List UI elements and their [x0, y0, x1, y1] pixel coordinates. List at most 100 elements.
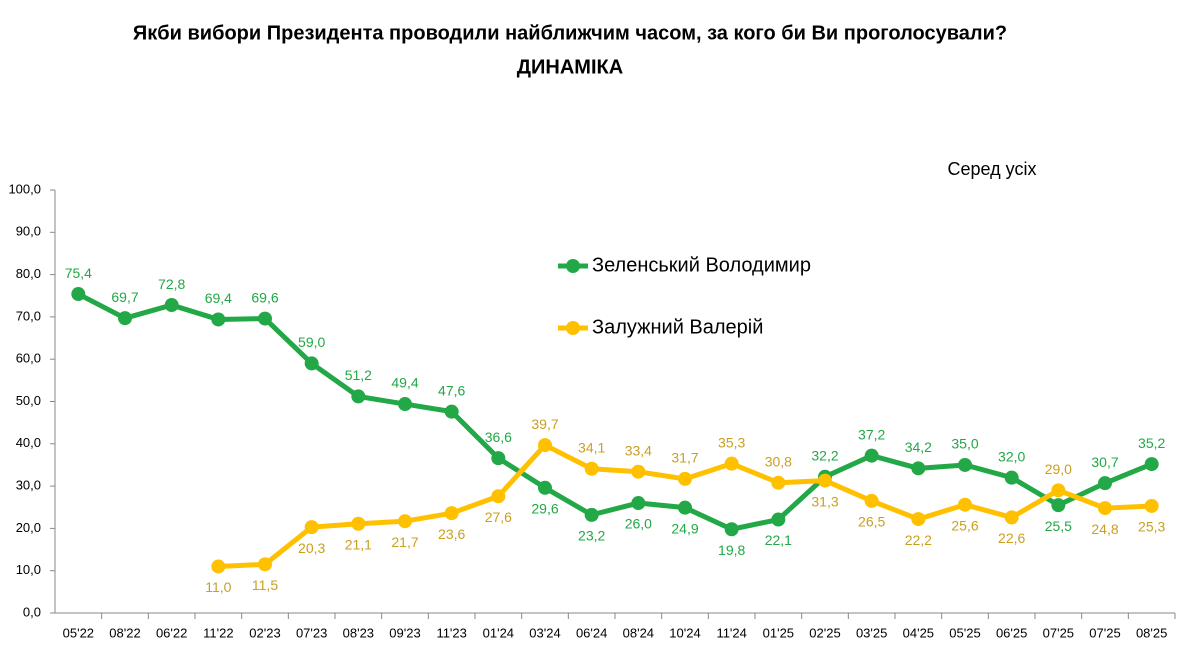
point	[631, 464, 646, 479]
point	[818, 473, 832, 488]
point	[211, 559, 226, 574]
value-label: 59,0	[298, 334, 325, 350]
x-tick-label: 05'25	[949, 625, 980, 640]
value-label: 31,3	[811, 493, 838, 509]
y-tick-label: 100,0	[8, 181, 41, 196]
point	[771, 475, 786, 490]
point	[584, 461, 599, 476]
value-label: 26,0	[625, 516, 652, 532]
value-label: 30,7	[1091, 454, 1118, 470]
value-label: 22,2	[905, 532, 932, 548]
point	[678, 500, 692, 515]
x-tick-label: 03'25	[856, 625, 887, 640]
legend-marker	[566, 321, 580, 335]
value-label: 22,6	[998, 530, 1025, 546]
value-label: 31,7	[671, 450, 698, 466]
value-label: 69,6	[251, 289, 278, 305]
legend-marker	[566, 259, 580, 273]
x-tick-label: 10'24	[669, 625, 700, 640]
x-tick-label: 01'25	[763, 625, 794, 640]
y-tick-label: 70,0	[16, 308, 41, 323]
x-tick-label: 11'23	[436, 625, 466, 640]
point	[351, 516, 366, 531]
legend-label: Зеленський Володимир	[592, 254, 811, 276]
point	[258, 557, 272, 572]
y-tick-label: 30,0	[16, 478, 41, 493]
annotation: Серед усіх	[948, 159, 1037, 179]
point	[864, 493, 879, 508]
value-label: 35,0	[951, 436, 978, 452]
x-tick-label: 06'22	[156, 625, 187, 640]
value-label: 72,8	[158, 276, 185, 292]
point	[398, 397, 412, 412]
value-label: 33,4	[625, 442, 652, 458]
value-label: 22,1	[765, 532, 792, 548]
x-tick-label: 05'22	[63, 625, 94, 640]
x-tick-label: 08'23	[343, 625, 374, 640]
x-tick-label: 06'24	[576, 625, 607, 640]
value-label: 29,0	[1045, 461, 1072, 477]
point	[678, 471, 692, 486]
x-tick-label: 08'25	[1136, 625, 1167, 640]
x-tick-label: 11'24	[716, 625, 746, 640]
value-label: 75,4	[65, 265, 92, 281]
x-tick-label: 07'25	[1089, 625, 1120, 640]
value-label: 24,9	[671, 520, 698, 536]
y-tick-label: 90,0	[16, 224, 41, 239]
chart-subtitle: ДИНАМІКА	[517, 56, 623, 78]
y-tick-label: 50,0	[16, 393, 41, 408]
point	[1004, 510, 1019, 525]
point	[911, 512, 926, 527]
value-label: 34,2	[905, 439, 932, 455]
point	[211, 312, 226, 327]
x-tick-label: 02'23	[249, 625, 280, 640]
point	[1051, 498, 1066, 513]
point	[584, 507, 599, 522]
point	[444, 404, 459, 419]
value-label: 25,5	[1045, 518, 1072, 534]
point	[1004, 470, 1019, 485]
value-label: 47,6	[438, 382, 465, 398]
value-label: 26,5	[858, 514, 885, 530]
value-label: 20,3	[298, 540, 325, 556]
chart-title: Якби вибори Президента проводили найближ…	[133, 22, 1007, 44]
point	[724, 522, 739, 537]
value-label: 11,5	[252, 577, 278, 593]
value-label: 25,3	[1138, 519, 1165, 535]
x-tick-label: 08'22	[109, 625, 140, 640]
value-label: 37,2	[858, 426, 885, 442]
x-tick-label: 07'25	[1043, 625, 1074, 640]
point	[1144, 498, 1159, 513]
point	[71, 287, 86, 302]
x-tick-label: 07'23	[296, 625, 327, 640]
point	[911, 461, 926, 476]
value-label: 32,2	[811, 447, 838, 463]
point	[258, 311, 272, 326]
point	[118, 311, 132, 326]
x-tick-label: 04'25	[903, 625, 934, 640]
value-label: 27,6	[485, 509, 512, 525]
point	[958, 497, 972, 512]
value-label: 30,8	[765, 453, 792, 469]
point	[304, 356, 319, 371]
value-label: 32,0	[998, 448, 1025, 464]
point	[1098, 476, 1112, 491]
value-label: 29,6	[531, 500, 558, 516]
value-label: 11,0	[205, 579, 231, 595]
value-label: 19,8	[718, 542, 745, 558]
value-label: 21,1	[345, 536, 372, 552]
x-tick-label: 06'25	[996, 625, 1027, 640]
value-label: 24,8	[1091, 521, 1118, 537]
value-label: 21,7	[391, 534, 418, 550]
y-tick-label: 0,0	[23, 604, 41, 619]
point	[771, 512, 786, 527]
value-label: 51,2	[345, 367, 372, 383]
value-label: 35,3	[718, 434, 745, 450]
x-tick-label: 09'23	[389, 625, 420, 640]
y-tick-label: 20,0	[16, 520, 41, 535]
value-label: 35,2	[1138, 435, 1165, 451]
point	[724, 456, 739, 471]
point	[491, 451, 506, 466]
point	[304, 520, 319, 535]
